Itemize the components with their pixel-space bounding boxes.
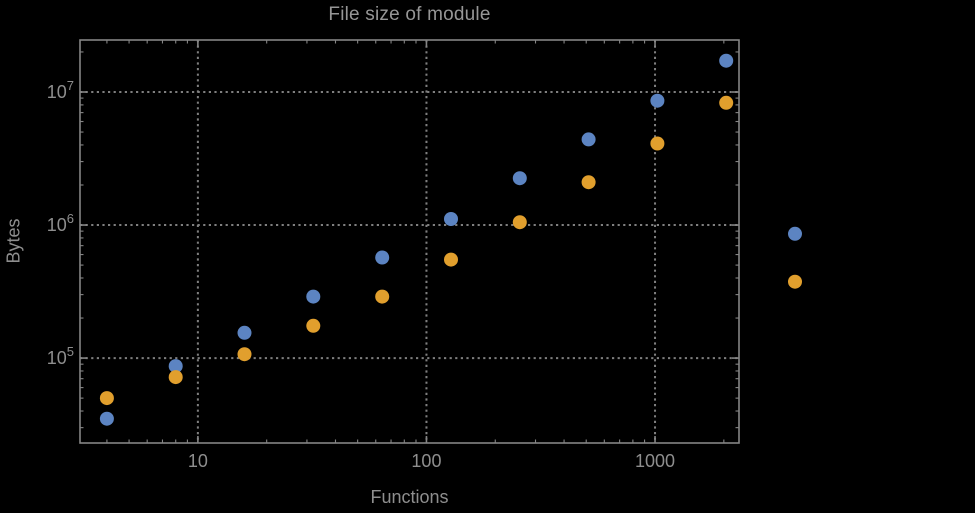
data-point-series-blue: [650, 93, 665, 108]
tick-labels: 10 100 1000 105 106 107: [47, 78, 675, 471]
x-tick-label: 10: [188, 451, 208, 471]
data-point-series-blue: [237, 325, 252, 340]
gridlines: [80, 40, 739, 443]
y-tick-label: 107: [47, 78, 74, 102]
data-point-series-orange: [306, 318, 321, 333]
data-point-series-blue: [512, 171, 527, 186]
data-point-series-orange: [512, 215, 527, 230]
chart-title: File size of module: [328, 4, 491, 25]
data-point-series-orange: [444, 252, 458, 267]
frame-border: [79, 39, 740, 444]
data-point-series-blue: [168, 359, 183, 374]
data-point-series-orange: [375, 289, 390, 304]
y-tick-label: 106: [47, 211, 74, 235]
data-point-series-orange: [788, 274, 802, 289]
data-point-series-orange: [650, 136, 665, 151]
data-point-series-blue: [719, 53, 734, 68]
x-tick-label: 100: [411, 451, 441, 471]
data-point-series-blue: [444, 212, 458, 226]
data-point-series-orange: [99, 391, 114, 406]
data-point-series-orange: [237, 347, 252, 362]
plot-frame: [79, 39, 740, 444]
data-point-series-blue: [306, 289, 321, 304]
data-point-series-orange: [719, 95, 734, 110]
x-axis-label: Functions: [370, 487, 449, 507]
data-point-series-blue: [581, 132, 596, 147]
y-tick-label: 105: [47, 344, 74, 368]
x-tick-label: 1000: [635, 451, 675, 471]
data-point-series-blue: [788, 226, 802, 241]
data-point-series-blue: [99, 411, 114, 426]
data-points: [99, 53, 802, 426]
tick-marks: [80, 40, 739, 443]
data-point-series-orange: [581, 175, 596, 190]
data-point-series-orange: [168, 370, 183, 385]
data-point-series-blue: [375, 250, 390, 265]
